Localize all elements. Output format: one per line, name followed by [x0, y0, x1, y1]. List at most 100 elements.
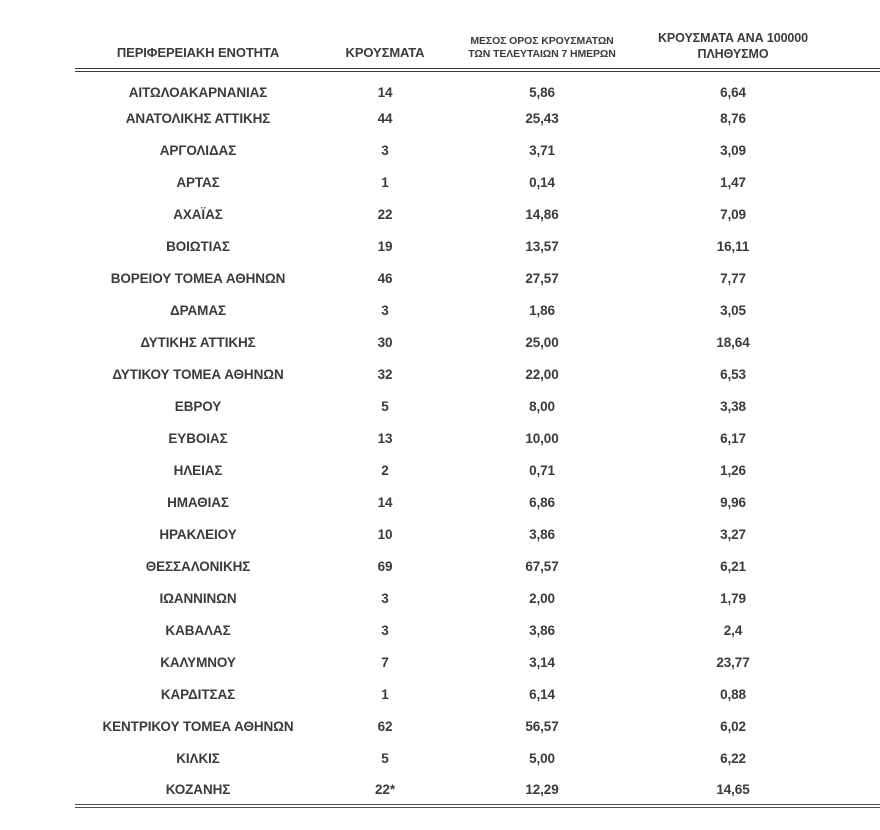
column-header-avg-7-days-line2: ΤΩΝ ΤΕΛΕΥΤΑΙΩΝ 7 ΗΜΕΡΩΝ — [468, 48, 616, 61]
region-name-cell: ΘΕΣΣΑΛΟΝΙΚΗΣ — [145, 558, 251, 574]
spacer-cell — [831, 582, 880, 614]
spacer-cell — [831, 454, 880, 486]
table-row: ΘΕΣΣΑΛΟΝΙΚΗΣ 69 67,57 6,21 — [75, 550, 880, 582]
per-100k-cell: 14,65 — [635, 774, 831, 808]
cases-cell: 22 — [377, 206, 393, 222]
table-row: ΚΟΖΑΝΗΣ 22* 12,29 14,65 — [75, 774, 880, 808]
cases-cell: 3 — [381, 302, 389, 318]
spacer-cell — [831, 294, 880, 326]
table-row: ΕΒΡΟΥ 5 8,00 3,38 — [75, 390, 880, 422]
avg-7-days-cell: 22,00 — [525, 366, 559, 382]
table-row: ΔΥΤΙΚΗΣ ΑΤΤΙΚΗΣ 30 25,00 18,64 — [75, 326, 880, 358]
cases-cell: 1 — [381, 174, 389, 190]
per-100k-cell: 3,09 — [720, 142, 746, 158]
cases-cell: 69 — [377, 558, 393, 574]
avg-7-days-cell: 25,00 — [525, 334, 559, 350]
avg-7-days-cell: 14,86 — [525, 206, 559, 222]
region-name-cell: ΑΙΤΩΛΟΑΚΑΡΝΑΝΙΑΣ — [128, 84, 268, 100]
avg-7-days-cell: 3,14 — [529, 654, 555, 670]
column-header-region: ΠΕΡΙΦΕΡΕΙΑΚΗ ΕΝΟΤΗΤΑ — [75, 0, 321, 72]
table-row: ΗΜΑΘΙΑΣ 14 6,86 9,96 — [75, 486, 880, 518]
table-row: ΑΡΓΟΛΙΔΑΣ 3 3,71 3,09 — [75, 134, 880, 166]
column-header-cases: ΚΡΟΥΣΜΑΤΑ — [321, 0, 449, 72]
per-100k-cell: 16,11 — [716, 238, 750, 254]
avg-7-days-cell: 13,57 — [525, 238, 559, 254]
cases-cell: 32 — [377, 366, 393, 382]
per-100k-cell: 6,53 — [720, 366, 746, 382]
per-100k-cell: 3,27 — [720, 526, 746, 542]
cases-cell: 1 — [381, 686, 389, 702]
avg-7-days-cell: 25,43 — [525, 110, 559, 126]
avg-7-days-cell: 5,00 — [529, 750, 555, 766]
per-100k-cell: 6,21 — [720, 558, 746, 574]
region-name-cell: ΗΡΑΚΛΕΙΟΥ — [159, 526, 237, 542]
per-100k-cell: 6,17 — [720, 430, 746, 446]
region-name-cell: ΚΑΡΔΙΤΣΑΣ — [160, 686, 236, 702]
avg-7-days-cell: 3,86 — [529, 526, 555, 542]
cases-cell: 19 — [377, 238, 393, 254]
spacer-cell — [831, 518, 880, 550]
per-100k-cell: 6,02 — [720, 718, 746, 734]
avg-7-days-cell: 8,00 — [529, 398, 555, 414]
region-name-cell: ΚΑΛΥΜΝΟΥ — [160, 654, 236, 670]
table-row: ΗΡΑΚΛΕΙΟΥ 10 3,86 3,27 — [75, 518, 880, 550]
table-row: ΑΧΑΪΑΣ 22 14,86 7,09 — [75, 198, 880, 230]
per-100k-cell: 8,76 — [720, 110, 746, 126]
spacer-cell — [831, 774, 880, 808]
avg-7-days-cell: 6,86 — [529, 494, 555, 510]
cases-cell: 46 — [377, 270, 393, 286]
per-100k-cell: 7,77 — [720, 270, 746, 286]
avg-7-days-cell: 12,29 — [449, 774, 635, 808]
avg-7-days-cell: 0,14 — [529, 174, 555, 190]
avg-7-days-cell: 5,86 — [529, 84, 555, 100]
cases-cell: 2 — [381, 462, 389, 478]
spacer-cell — [831, 710, 880, 742]
region-name-cell: ΑΧΑΪΑΣ — [173, 206, 223, 222]
spacer-cell — [831, 390, 880, 422]
cases-cell: 13 — [377, 430, 393, 446]
cases-cell: 14 — [377, 84, 393, 100]
table-row: ΙΩΑΝΝΙΝΩΝ 3 2,00 1,79 — [75, 582, 880, 614]
per-100k-cell: 1,79 — [720, 590, 746, 606]
table-row: ΔΥΤΙΚΟΥ ΤΟΜΕΑ ΑΘΗΝΩΝ 32 22,00 6,53 — [75, 358, 880, 390]
spacer-cell — [831, 198, 880, 230]
cases-cell: 3 — [381, 622, 389, 638]
cases-cell: 5 — [381, 398, 389, 414]
cases-cell: 3 — [381, 142, 389, 158]
per-100k-cell: 3,05 — [720, 302, 746, 318]
region-name-cell: ΔΡΑΜΑΣ — [170, 302, 226, 318]
region-name-cell: ΗΛΕΙΑΣ — [173, 462, 223, 478]
spacer-cell — [831, 646, 880, 678]
region-name-cell: ΗΜΑΘΙΑΣ — [167, 494, 229, 510]
cases-cell: 44 — [377, 110, 393, 126]
spacer-cell — [831, 678, 880, 710]
region-name-cell: ΔΥΤΙΚΟΥ ΤΟΜΕΑ ΑΘΗΝΩΝ — [112, 366, 284, 382]
table-body: ΑΙΤΩΛΟΑΚΑΡΝΑΝΙΑΣ 14 5,86 6,64 ΑΝΑΤΟΛΙΚΗΣ… — [75, 70, 880, 808]
per-100k-cell: 6,22 — [720, 750, 746, 766]
region-name-cell: ΔΥΤΙΚΗΣ ΑΤΤΙΚΗΣ — [140, 334, 256, 350]
avg-7-days-cell: 56,57 — [525, 718, 559, 734]
column-header-per-100k: ΚΡΟΥΣΜΑΤΑ ΑΝΑ 100000 ΠΛΗΘΥΣΜΟ — [635, 0, 831, 72]
avg-7-days-cell: 27,57 — [525, 270, 559, 286]
spacer-cell — [831, 166, 880, 198]
column-header-avg-7-days: ΜΕΣΟΣ ΟΡΟΣ ΚΡΟΥΣΜΑΤΩΝ ΤΩΝ ΤΕΛΕΥΤΑΙΩΝ 7 Η… — [449, 0, 635, 72]
spacer-cell — [831, 102, 880, 134]
avg-7-days-cell: 3,71 — [529, 142, 555, 158]
table-row: ΒΟΡΕΙΟΥ ΤΟΜΕΑ ΑΘΗΝΩΝ 46 27,57 7,77 — [75, 262, 880, 294]
cases-cell: 3 — [381, 590, 389, 606]
table-row: ΔΡΑΜΑΣ 3 1,86 3,05 — [75, 294, 880, 326]
column-header-per-100k-line2: ΠΛΗΘΥΣΜΟ — [697, 46, 769, 61]
column-header-per-100k-line1: ΚΡΟΥΣΜΑΤΑ ΑΝΑ 100000 — [658, 30, 808, 45]
avg-7-days-cell: 3,86 — [529, 622, 555, 638]
cases-cell: 5 — [381, 750, 389, 766]
region-name-cell: ΒΟΡΕΙΟΥ ΤΟΜΕΑ ΑΘΗΝΩΝ — [110, 270, 286, 286]
per-100k-cell: 18,64 — [716, 334, 750, 350]
region-name-cell: ΕΥΒΟΙΑΣ — [168, 430, 228, 446]
column-header-region-label: ΠΕΡΙΦΕΡΕΙΑΚΗ ΕΝΟΤΗΤΑ — [116, 45, 280, 61]
avg-7-days-cell: 6,14 — [529, 686, 555, 702]
region-name-cell: ΙΩΑΝΝΙΝΩΝ — [159, 590, 237, 606]
column-header-avg-7-days-line1: ΜΕΣΟΣ ΟΡΟΣ ΚΡΟΥΣΜΑΤΩΝ — [470, 34, 614, 47]
cases-cell: 22* — [321, 774, 449, 808]
per-100k-cell: 7,09 — [720, 206, 746, 222]
